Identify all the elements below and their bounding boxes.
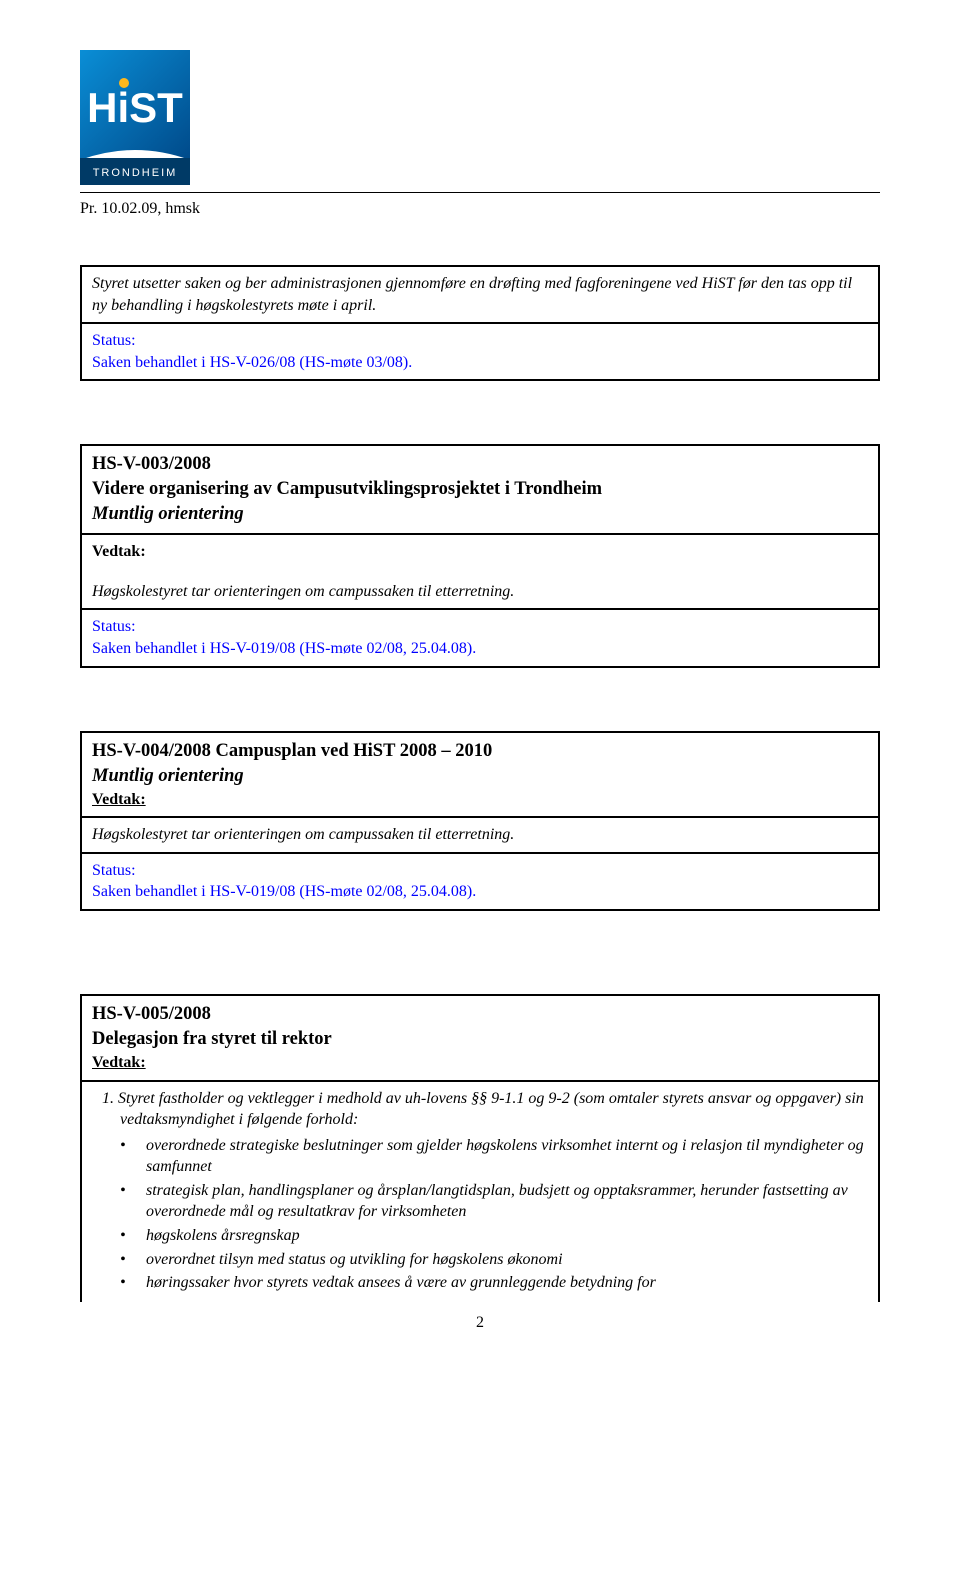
case4-item1-lead: Styret fastholder og vektlegger i medhol… <box>118 1090 864 1129</box>
case2-vedtak: Vedtak: <box>92 541 868 563</box>
case2-subtitle: Muntlig orientering <box>92 502 868 527</box>
case2-code: HS-V-003/2008 <box>92 452 868 477</box>
case-box-1: Styret utsetter saken og ber administras… <box>80 265 880 381</box>
page-number: 2 <box>80 1312 880 1334</box>
case2-body: Høgskolestyret tar orienteringen om camp… <box>92 581 868 603</box>
case1-status-label: Status: <box>92 330 868 352</box>
header-divider <box>80 192 880 193</box>
case3-title: HS-V-004/2008 Campusplan ved HiST 2008 –… <box>92 739 868 764</box>
case2-title: Videre organisering av Campusutviklingsp… <box>92 477 868 502</box>
case4-bullet: høringssaker hvor styrets vedtak ansees … <box>146 1272 868 1294</box>
header-page-ref: Pr. 10.02.09, hmsk <box>80 200 200 218</box>
case-box-4: HS-V-005/2008 Delegasjon fra styret til … <box>80 994 880 1302</box>
case3-subtitle: Muntlig orientering <box>92 764 868 789</box>
case-box-3: HS-V-004/2008 Campusplan ved HiST 2008 –… <box>80 731 880 911</box>
case2-status-text: Saken behandlet i HS-V-019/08 (HS-møte 0… <box>92 638 868 660</box>
case-box-2: HS-V-003/2008 Videre organisering av Cam… <box>80 444 880 667</box>
svg-text:HiST: HiST <box>87 84 183 131</box>
case4-bullet: overordnede strategiske beslutninger som… <box>146 1135 868 1178</box>
case2-status-label: Status: <box>92 616 868 638</box>
case1-status-text: Saken behandlet i HS-V-026/08 (HS-møte 0… <box>92 352 868 374</box>
case4-bullet: strategisk plan, handlingsplaner og årsp… <box>146 1180 868 1223</box>
case1-body: Styret utsetter saken og ber administras… <box>92 273 868 316</box>
case3-body: Høgskolestyret tar orienteringen om camp… <box>92 824 868 846</box>
case4-item1: 1. Styret fastholder og vektlegger i med… <box>92 1088 868 1131</box>
svg-text:TRONDHEIM: TRONDHEIM <box>93 167 178 179</box>
case4-title: Delegasjon fra styret til rektor <box>92 1027 868 1052</box>
hist-logo: HiST TRONDHEIM <box>80 50 190 185</box>
case4-bullet: høgskolens årsregnskap <box>146 1225 868 1247</box>
case3-status-label: Status: <box>92 860 868 882</box>
case3-status-text: Saken behandlet i HS-V-019/08 (HS-møte 0… <box>92 881 868 903</box>
case4-vedtak: Vedtak: <box>92 1052 868 1074</box>
case4-item1-num: 1. <box>102 1090 114 1107</box>
case4-bullet: overordnet tilsyn med status og utviklin… <box>146 1249 868 1271</box>
case4-bullets: overordnede strategiske beslutninger som… <box>92 1135 868 1294</box>
case4-code: HS-V-005/2008 <box>92 1002 868 1027</box>
case3-vedtak: Vedtak: <box>92 789 868 811</box>
